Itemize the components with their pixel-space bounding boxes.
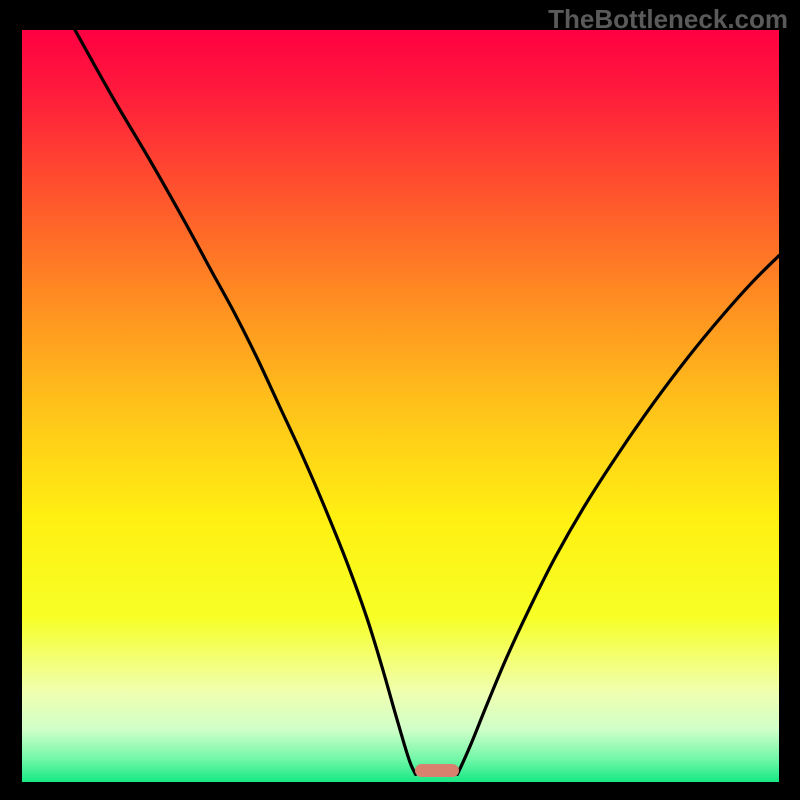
- right-curve: [457, 256, 779, 775]
- bottleneck-curves: [22, 30, 779, 782]
- plot-area: [22, 30, 779, 782]
- watermark-text: TheBottleneck.com: [548, 4, 788, 35]
- left-curve: [75, 30, 416, 774]
- optimal-marker: [415, 764, 459, 778]
- chart-container: TheBottleneck.com: [0, 0, 800, 800]
